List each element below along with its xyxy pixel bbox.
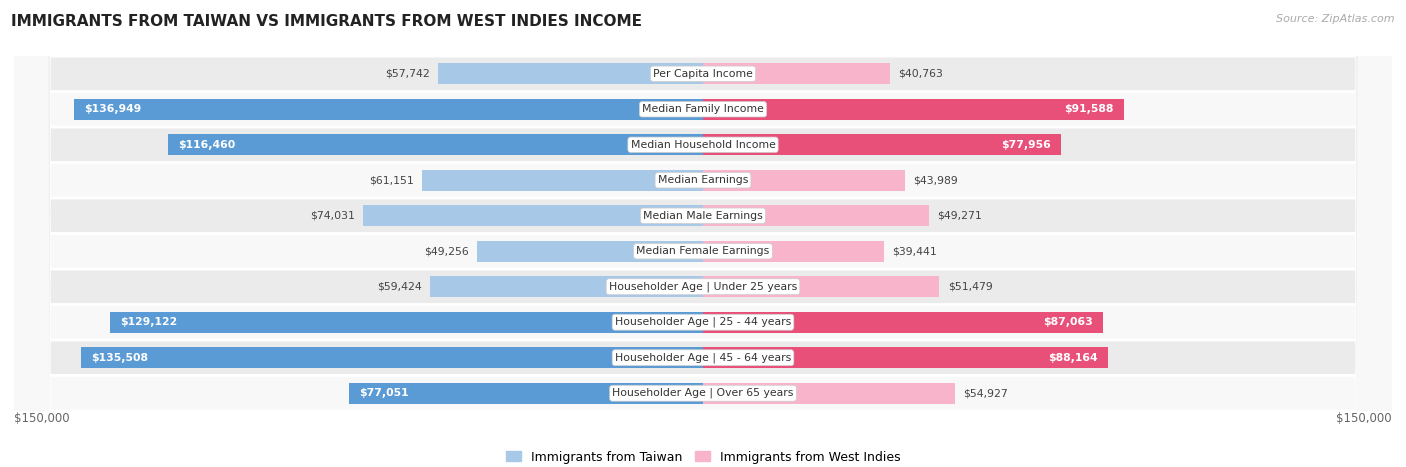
Legend: Immigrants from Taiwan, Immigrants from West Indies: Immigrants from Taiwan, Immigrants from … (501, 446, 905, 467)
Text: Per Capita Income: Per Capita Income (652, 69, 754, 79)
Bar (703, 170, 905, 191)
Text: $88,164: $88,164 (1047, 353, 1098, 363)
Text: $91,588: $91,588 (1064, 104, 1114, 114)
Bar (703, 64, 890, 84)
Text: Householder Age | Over 65 years: Householder Age | Over 65 years (612, 388, 794, 398)
Bar (703, 205, 929, 226)
Bar (703, 347, 1108, 368)
Bar (80, 347, 703, 368)
Bar (703, 383, 955, 403)
Bar (430, 276, 703, 297)
Bar (349, 383, 703, 403)
Text: IMMIGRANTS FROM TAIWAN VS IMMIGRANTS FROM WEST INDIES INCOME: IMMIGRANTS FROM TAIWAN VS IMMIGRANTS FRO… (11, 14, 643, 29)
Bar (75, 99, 703, 120)
Text: Householder Age | Under 25 years: Householder Age | Under 25 years (609, 282, 797, 292)
Bar (703, 312, 1102, 333)
Text: $49,256: $49,256 (423, 246, 468, 256)
FancyBboxPatch shape (14, 0, 1392, 467)
Bar (169, 134, 703, 155)
Text: Median Family Income: Median Family Income (643, 104, 763, 114)
FancyBboxPatch shape (14, 0, 1392, 467)
Text: $61,151: $61,151 (370, 175, 413, 185)
FancyBboxPatch shape (14, 0, 1392, 467)
Text: $51,479: $51,479 (948, 282, 993, 292)
Text: $150,000: $150,000 (1336, 412, 1392, 425)
Text: Median Household Income: Median Household Income (630, 140, 776, 150)
FancyBboxPatch shape (14, 0, 1392, 467)
Text: $129,122: $129,122 (121, 317, 177, 327)
Text: $74,031: $74,031 (309, 211, 354, 221)
Text: $116,460: $116,460 (179, 140, 236, 150)
Text: $57,742: $57,742 (385, 69, 429, 79)
Text: Householder Age | 45 - 64 years: Householder Age | 45 - 64 years (614, 353, 792, 363)
Bar (703, 241, 884, 262)
Bar (437, 64, 703, 84)
Text: $54,927: $54,927 (963, 388, 1008, 398)
Text: $39,441: $39,441 (893, 246, 938, 256)
Text: $40,763: $40,763 (898, 69, 943, 79)
Text: $59,424: $59,424 (377, 282, 422, 292)
Text: $135,508: $135,508 (91, 353, 148, 363)
Bar (703, 99, 1123, 120)
Text: Householder Age | 25 - 44 years: Householder Age | 25 - 44 years (614, 317, 792, 327)
Text: $43,989: $43,989 (914, 175, 957, 185)
Bar (477, 241, 703, 262)
Text: $77,956: $77,956 (1001, 140, 1050, 150)
Bar (110, 312, 703, 333)
Text: $136,949: $136,949 (84, 104, 142, 114)
FancyBboxPatch shape (14, 0, 1392, 467)
Text: $87,063: $87,063 (1043, 317, 1092, 327)
Bar (363, 205, 703, 226)
FancyBboxPatch shape (14, 0, 1392, 467)
Bar (703, 276, 939, 297)
Text: Median Earnings: Median Earnings (658, 175, 748, 185)
FancyBboxPatch shape (14, 0, 1392, 467)
Text: $49,271: $49,271 (938, 211, 983, 221)
Text: $77,051: $77,051 (360, 388, 409, 398)
FancyBboxPatch shape (14, 0, 1392, 467)
FancyBboxPatch shape (14, 0, 1392, 467)
Bar (422, 170, 703, 191)
Text: Source: ZipAtlas.com: Source: ZipAtlas.com (1277, 14, 1395, 24)
Text: Median Male Earnings: Median Male Earnings (643, 211, 763, 221)
Text: Median Female Earnings: Median Female Earnings (637, 246, 769, 256)
FancyBboxPatch shape (14, 0, 1392, 467)
Bar (703, 134, 1062, 155)
Text: $150,000: $150,000 (14, 412, 70, 425)
